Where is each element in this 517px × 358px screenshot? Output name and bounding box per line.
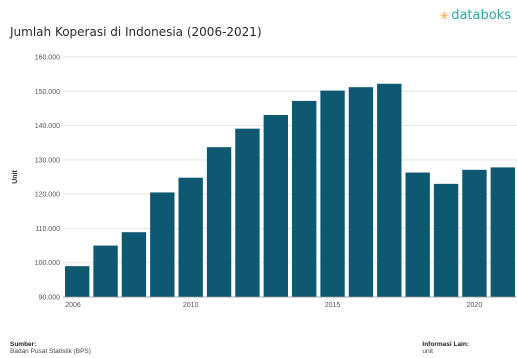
source-note: Sumber: Badan Pusat Statistik (BPS) — [10, 341, 91, 355]
y-tick-label: 140.000 — [35, 123, 60, 130]
y-tick-label: 130.000 — [35, 157, 60, 164]
x-tick-label: 2006 — [65, 302, 81, 309]
y-tick-label: 110.000 — [35, 226, 60, 233]
source-value: Badan Pusat Statistik (BPS) — [10, 348, 91, 355]
bar-2015 — [320, 90, 345, 297]
bar-2012 — [235, 128, 260, 297]
bar-2016 — [348, 87, 374, 298]
y-tick-label: 90.000 — [39, 295, 61, 302]
info-note: Informasi Lain: unit — [422, 341, 469, 355]
databoks-logo: ✳ databoks — [439, 8, 511, 23]
bar-2006 — [65, 266, 90, 297]
bar-2017 — [377, 83, 402, 297]
bar-2011 — [206, 147, 232, 297]
y-tick-label: 160.000 — [35, 55, 60, 62]
x-tick-label: 2015 — [325, 302, 341, 309]
x-tick-label: 2010 — [183, 302, 199, 309]
y-tick-label: 120.000 — [35, 192, 60, 199]
info-value: unit — [422, 348, 433, 355]
chart-title: Jumlah Koperasi di Indonesia (2006-2021) — [10, 25, 262, 39]
bar-2010 — [178, 177, 203, 297]
source-label: Sumber: — [10, 341, 37, 348]
bar-2009 — [150, 192, 175, 297]
info-label: Informasi Lain: — [422, 341, 469, 348]
bar-2013 — [263, 114, 288, 297]
y-tick-label: 100.000 — [35, 260, 60, 267]
bar-2019 — [433, 183, 459, 297]
bar-2018 — [405, 172, 430, 297]
bar-2008 — [121, 232, 147, 297]
x-tick-label: 2020 — [467, 302, 483, 309]
bar-2021 — [490, 167, 515, 297]
y-tick-label: 150.000 — [35, 89, 60, 96]
bar-2020 — [462, 169, 487, 297]
bar-2014 — [292, 100, 317, 297]
y-axis-label: Unit — [12, 170, 19, 184]
bar-2007 — [93, 245, 118, 297]
logo-text: databoks — [451, 8, 511, 23]
sparkle-icon: ✳ — [439, 8, 450, 23]
